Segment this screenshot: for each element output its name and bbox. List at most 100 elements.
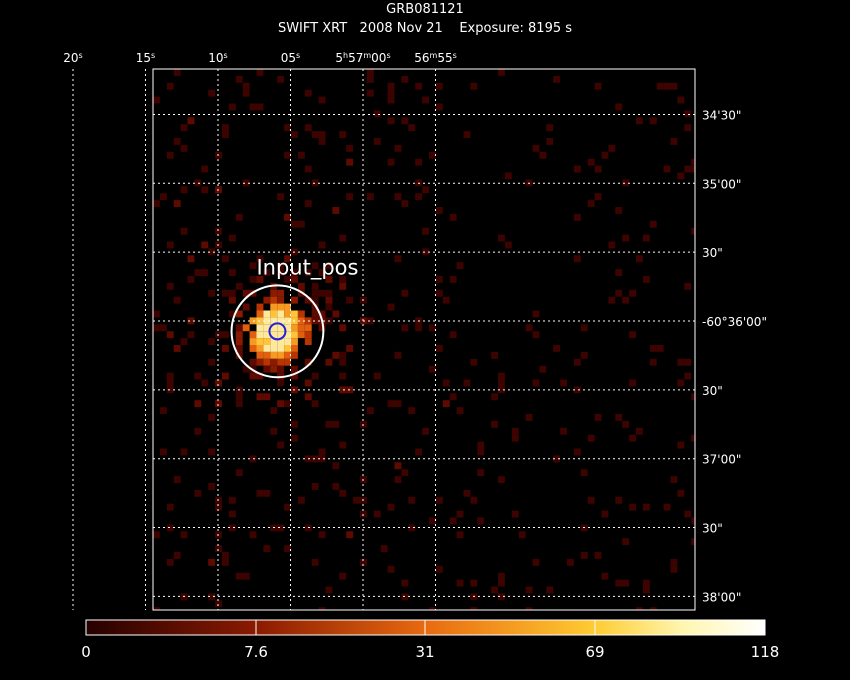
- image-pixel: [159, 324, 167, 332]
- image-pixel: [649, 117, 657, 125]
- image-pixel: [470, 82, 478, 90]
- colorbar-tick-label: 118: [750, 643, 780, 661]
- image-pixel: [366, 317, 374, 325]
- image-pixel: [429, 151, 436, 159]
- image-pixel: [456, 510, 464, 518]
- image-pixel: [208, 558, 216, 566]
- image-pixel: [242, 324, 250, 332]
- image-pixel: [339, 324, 347, 332]
- image-pixel: [629, 289, 636, 297]
- image-pixel: [663, 82, 671, 90]
- image-pixel: [387, 158, 395, 166]
- image-pixel: [180, 144, 188, 152]
- image-pixel: [546, 124, 554, 132]
- image-pixel: [318, 289, 326, 297]
- image-pixel: [201, 269, 209, 276]
- image-pixel: [180, 186, 188, 194]
- image-pixel: [277, 193, 285, 201]
- image-pixel: [339, 234, 347, 242]
- image-pixel: [228, 524, 236, 532]
- image-pixel: [587, 158, 595, 166]
- image-pixel: [691, 517, 695, 525]
- image-pixel: [277, 289, 285, 297]
- image-pixel: [429, 607, 436, 610]
- image-pixel: [615, 269, 623, 276]
- image-pixel: [532, 331, 540, 339]
- image-pixel: [463, 489, 471, 497]
- image-pixel: [629, 379, 636, 387]
- image-pixel: [677, 172, 685, 180]
- image-pixel: [504, 172, 512, 180]
- image-pixel: [470, 358, 478, 366]
- image-pixel: [387, 565, 395, 573]
- image-pixel: [546, 586, 554, 594]
- image-pixel: [573, 255, 581, 263]
- image-pixel: [235, 310, 243, 318]
- dec-tick-label: 30": [702, 246, 723, 260]
- image-pixel: [311, 282, 319, 290]
- image-pixel: [325, 420, 333, 428]
- image-pixel: [194, 269, 202, 276]
- image-pixel: [277, 303, 285, 311]
- image-pixel: [291, 365, 298, 373]
- image-pixel: [304, 200, 312, 207]
- image-pixel: [277, 358, 285, 366]
- image-pixel: [525, 586, 533, 594]
- image-pixel: [304, 338, 312, 345]
- image-pixel: [449, 276, 457, 283]
- image-pixel: [339, 131, 347, 138]
- image-pixel: [277, 379, 285, 387]
- image-pixel: [304, 124, 312, 132]
- colorbar-tick-label: 31: [415, 643, 435, 661]
- image-pixel: [242, 179, 250, 187]
- image-pixel: [311, 558, 319, 566]
- image-pixel: [622, 538, 630, 546]
- image-pixel: [235, 572, 243, 580]
- image-pixel: [277, 351, 285, 359]
- image-pixel: [166, 386, 174, 394]
- image-pixel: [587, 200, 595, 207]
- image-pixel: [629, 434, 636, 442]
- image-pixel: [594, 82, 602, 90]
- image-pixel: [622, 579, 630, 587]
- image-pixel: [346, 296, 354, 304]
- image-pixel: [387, 82, 395, 90]
- image-pixel: [284, 503, 291, 511]
- image-pixel: [291, 131, 298, 138]
- image-pixel: [222, 255, 229, 263]
- image-pixel: [173, 296, 181, 304]
- image-pixel: [215, 186, 222, 194]
- image-pixel: [208, 89, 216, 97]
- image-pixel: [366, 89, 374, 97]
- image-pixel: [601, 151, 609, 159]
- image-pixel: [311, 310, 319, 318]
- image-pixel: [311, 262, 319, 270]
- image-pixel: [228, 103, 236, 111]
- image-pixel: [318, 269, 326, 276]
- image-pixel: [304, 89, 312, 97]
- image-pixel: [222, 131, 229, 138]
- image-pixel: [325, 276, 333, 283]
- image-pixel: [636, 607, 643, 610]
- image-pixel: [622, 234, 630, 242]
- image-pixel: [401, 579, 409, 587]
- image-pixel: [277, 338, 285, 345]
- image-pixel: [339, 276, 347, 283]
- image-pixel: [387, 303, 395, 311]
- image-pixel: [263, 393, 271, 401]
- image-pixel: [249, 345, 257, 352]
- image-pixel: [311, 483, 319, 490]
- image-pixel: [222, 552, 229, 559]
- image-pixel: [249, 331, 257, 339]
- image-pixel: [291, 331, 298, 339]
- image-pixel: [208, 483, 216, 490]
- image-pixel: [580, 552, 588, 559]
- image-pixel: [304, 165, 312, 173]
- image-pixel: [684, 282, 692, 290]
- image-pixel: [684, 110, 692, 118]
- image-pixel: [284, 310, 291, 318]
- image-pixel: [622, 296, 630, 304]
- image-pixel: [284, 124, 291, 132]
- image-pixel: [270, 358, 278, 366]
